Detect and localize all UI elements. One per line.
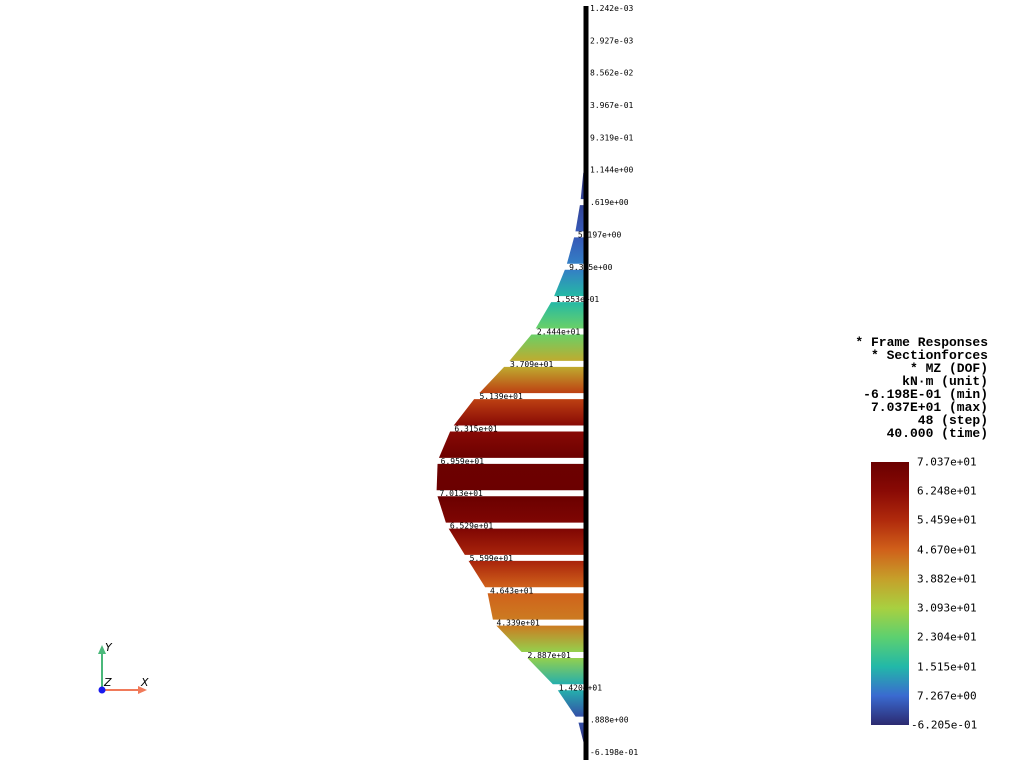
moment-segment: [557, 690, 586, 717]
segment-value-label: 1.420e+01: [559, 683, 603, 692]
segment-value-label: 1.242e-03: [590, 4, 634, 13]
segment-value-label: 1.553e+01: [556, 295, 600, 304]
info-line-unit: kN·m (unit): [902, 374, 988, 389]
segment-value-label: 2.444e+01: [537, 327, 581, 336]
info-line-step: 48 (step): [917, 413, 988, 428]
moment-segment: [527, 657, 586, 685]
segment-value-label: 1.144e+00: [590, 166, 634, 175]
segment-value-label: 9.3_5e+00: [569, 263, 613, 272]
segment-value-label: 2.887e+01: [527, 651, 571, 660]
moment-segment: [479, 366, 586, 394]
colorbar-tick-label: 4.670e+01: [917, 543, 977, 557]
segment-value-label: .888e+00: [590, 716, 629, 725]
segment-value-label: .619e+00: [590, 198, 629, 207]
y-arrow-head: [98, 645, 106, 654]
moment-segment: [436, 463, 586, 491]
x-axis-label: X: [140, 676, 149, 689]
segment-value-label: 8.562e-02: [590, 69, 634, 78]
segment-value-label: 4.643e+01: [490, 586, 534, 595]
info-line-title: * Frame Responses: [855, 335, 988, 350]
moment-diagram-fills: [436, 11, 586, 749]
segment-value-label: 5.197e+00: [578, 230, 622, 239]
moment-segment: [496, 625, 586, 652]
colorbar-tick-label: 7.267e+00: [917, 689, 977, 703]
info-line-max: 7.037E+01 (max): [870, 400, 988, 415]
z-axis-label: Z: [103, 676, 112, 689]
x-arrow-head: [138, 686, 147, 694]
segment-value-label: 3.967e-01: [590, 101, 634, 110]
moment-segment: [509, 334, 586, 361]
moment-segment: [453, 399, 586, 426]
moment-segment: [438, 431, 586, 458]
colorbar-tick-label: -6.205e-01: [911, 718, 978, 732]
segment-value-label: -6.198e-01: [590, 748, 638, 757]
moment-segment: [468, 560, 586, 588]
colorbar-tick-label: 6.248e+01: [917, 484, 977, 498]
colorbar-tick-label: 2.304e+01: [917, 630, 977, 644]
moment-segment: [448, 528, 586, 555]
colorbar-tick-label: 1.515e+01: [917, 660, 977, 674]
segment-value-label: 3.709e+01: [510, 360, 554, 369]
segment-value-label: 9.319e-01: [590, 133, 634, 142]
y-axis-label: Y: [105, 641, 113, 654]
colorbar-tick-label: 3.882e+01: [917, 572, 977, 586]
segment-value-label: 6.529e+01: [450, 522, 494, 531]
segment-value-label: 5.139e+01: [479, 392, 523, 401]
colorbar: [871, 462, 909, 725]
segment-value-label: 2.927e-03: [590, 36, 634, 45]
moment-segment: [535, 302, 586, 329]
info-line-time: 40.000 (time): [886, 426, 988, 441]
results-info-panel: * Frame Responses * Sectionforces * MZ (…: [855, 336, 988, 440]
moment-segment: [575, 205, 586, 232]
value-labels: 1.242e-03 2.927e-03 8.562e-02 3.967e-01 9.31…: [440, 4, 639, 757]
moment-segment: [437, 496, 586, 523]
moment-segment: [487, 593, 586, 620]
colorbar-tick-label: 5.459e+01: [917, 513, 977, 527]
moment-segment: [554, 269, 586, 297]
colorbar-tick-label: 7.037e+01: [917, 455, 977, 469]
info-line-dof: * MZ (DOF): [909, 361, 988, 376]
segment-value-label: 5.599e+01: [470, 554, 514, 563]
info-line-min: -6.198E-01 (min): [863, 387, 988, 402]
z-axis-dot: [98, 686, 106, 694]
moment-segment: [566, 237, 586, 264]
info-line-category: * Sectionforces: [870, 348, 988, 363]
segment-value-label: 6.315e+01: [454, 425, 498, 434]
axes-widget: Y X Z: [98, 641, 149, 694]
colorbar-tick-label: 3.093e+01: [917, 601, 977, 615]
segment-value-label: 6.959e+01: [441, 457, 485, 466]
segment-value-label: 4.339e+01: [497, 619, 541, 628]
segment-value-label: 7.013e+01: [440, 489, 484, 498]
